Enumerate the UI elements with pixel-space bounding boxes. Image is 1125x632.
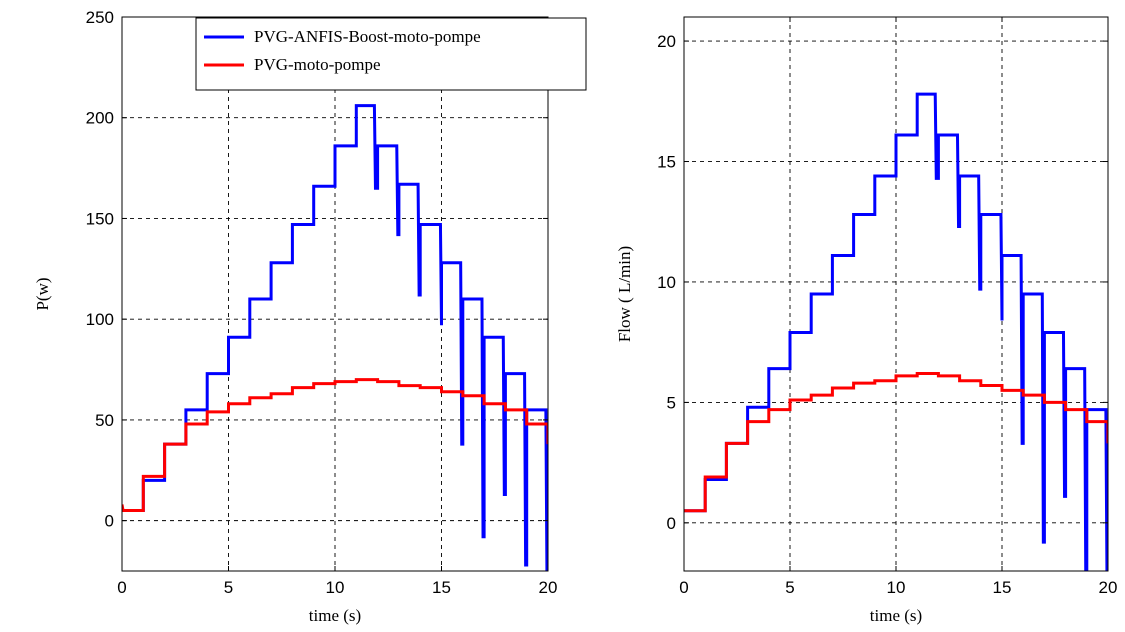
x-tick-label: 0	[679, 578, 688, 597]
series-line-pvg-anfis-boost	[122, 104, 548, 571]
legend-entry: PVG-moto-pompe	[254, 55, 381, 74]
y-tick-label: 0	[105, 512, 114, 531]
y-tick-label: 250	[86, 8, 114, 27]
series-line-pvg-anfis-boost	[684, 92, 1108, 571]
series-line-pvg-moto-pompe	[122, 378, 548, 513]
x-tick-label: 20	[539, 578, 558, 597]
legend-entry: PVG-ANFIS-Boost-moto-pompe	[254, 27, 481, 46]
y-tick-label: 5	[667, 393, 676, 412]
x-axis-label: time (s)	[870, 606, 922, 625]
legend: PVG-ANFIS-Boost-moto-pompe PVG-moto-pompe	[195, 17, 587, 91]
y-tick-label: 50	[95, 411, 114, 430]
series-line-pvg-moto-pompe	[684, 371, 1108, 513]
x-tick-label: 20	[1099, 578, 1118, 597]
x-tick-label: 15	[993, 578, 1012, 597]
y-tick-label: 100	[86, 310, 114, 329]
chart-2: 0 5 10 15 20 0 5 10 15 20 time (s) Flow ( L/min)	[615, 16, 1118, 625]
y-tick-label: 10	[657, 273, 676, 292]
x-tick-label: 15	[432, 578, 451, 597]
x-tick-label: 0	[117, 578, 126, 597]
x-axis-label: time (s)	[309, 606, 361, 625]
y-tick-label: 150	[86, 209, 114, 228]
y-tick-label: 15	[657, 153, 676, 172]
x-tick-label: 5	[785, 578, 794, 597]
y-tick-label: 0	[667, 514, 676, 533]
x-tick-label: 10	[887, 578, 906, 597]
x-tick-label: 10	[326, 578, 345, 597]
legend-box	[195, 17, 587, 91]
y-tick-label: 20	[657, 32, 676, 51]
y-tick-label: 200	[86, 109, 114, 128]
y-axis-label: P(w)	[33, 277, 52, 310]
x-tick-label: 5	[224, 578, 233, 597]
y-axis-label: Flow ( L/min)	[615, 246, 634, 342]
